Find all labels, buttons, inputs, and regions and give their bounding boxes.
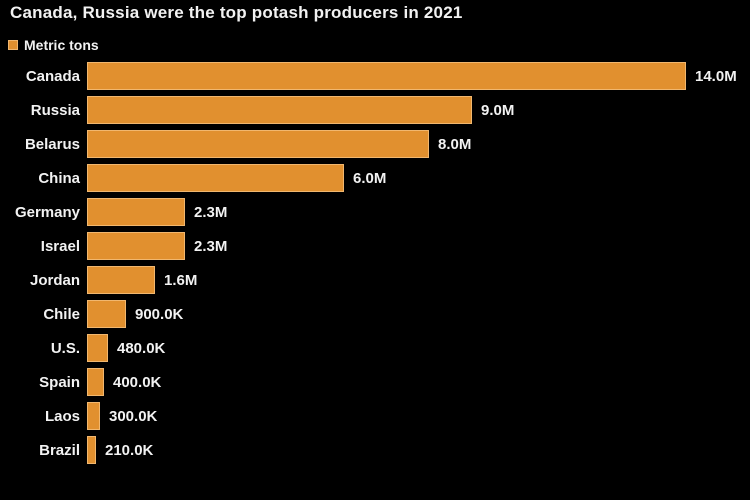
category-label: Brazil — [39, 441, 80, 459]
category-label: China — [38, 169, 80, 187]
bar-row: Russia 9.0M — [0, 96, 750, 124]
bar-row: Germany 2.3M — [0, 198, 750, 226]
bar — [87, 436, 96, 464]
value-label: 300.0K — [109, 407, 158, 425]
bar — [87, 300, 126, 328]
bar — [87, 130, 429, 158]
category-label: Jordan — [29, 271, 80, 289]
category-label: Spain — [39, 373, 80, 391]
bar-row: Israel 2.3M — [0, 232, 750, 260]
bar — [87, 62, 686, 90]
bar-row: Belarus 8.0M — [0, 130, 750, 158]
bar — [87, 232, 185, 260]
bar — [87, 266, 155, 294]
bar-row: Brazil 210.0K — [0, 436, 750, 464]
value-label: 900.0K — [135, 305, 184, 323]
bar — [87, 402, 100, 430]
bar-row: Spain 400.0K — [0, 368, 750, 396]
category-label: Russia — [30, 101, 80, 119]
value-label: 6.0M — [353, 169, 387, 187]
legend-swatch-icon — [8, 39, 18, 50]
bar-row: China 6.0M — [0, 164, 750, 192]
value-label: 2.3M — [194, 203, 228, 221]
value-label: 2.3M — [194, 237, 228, 255]
value-label: 400.0K — [113, 373, 162, 391]
category-label: U.S. — [50, 339, 80, 357]
category-label: Belarus — [24, 135, 80, 153]
value-label: 9.0M — [481, 101, 515, 119]
value-label: 210.0K — [105, 441, 154, 459]
bar-chart-rows: Canada 14.0M Russia 9.0M Belarus 8.0M China 6.0… — [0, 62, 750, 464]
legend-label: Metric tons — [24, 36, 99, 53]
bar-row: U.S. 480.0K — [0, 334, 750, 362]
category-label: Chile — [43, 305, 80, 323]
bar — [87, 96, 472, 124]
value-label: 8.0M — [438, 135, 472, 153]
bar-row: Chile 900.0K — [0, 300, 750, 328]
bar — [87, 334, 108, 362]
value-label: 480.0K — [117, 339, 166, 357]
bar-row: Canada 14.0M — [0, 62, 750, 90]
category-label: Germany — [14, 203, 80, 221]
bar — [87, 368, 104, 396]
value-label: 1.6M — [164, 271, 198, 289]
chart-title: Canada, Russia were the top potash produ… — [10, 3, 463, 22]
category-label: Israel — [40, 237, 80, 255]
bar — [87, 164, 344, 192]
category-label: Laos — [44, 407, 80, 425]
bar-row: Jordan 1.6M — [0, 266, 750, 294]
value-label: 14.0M — [695, 67, 737, 85]
category-label: Canada — [25, 67, 80, 85]
chart-legend: Metric tons — [8, 36, 750, 53]
bar — [87, 198, 185, 226]
bar-row: Laos 300.0K — [0, 402, 750, 430]
